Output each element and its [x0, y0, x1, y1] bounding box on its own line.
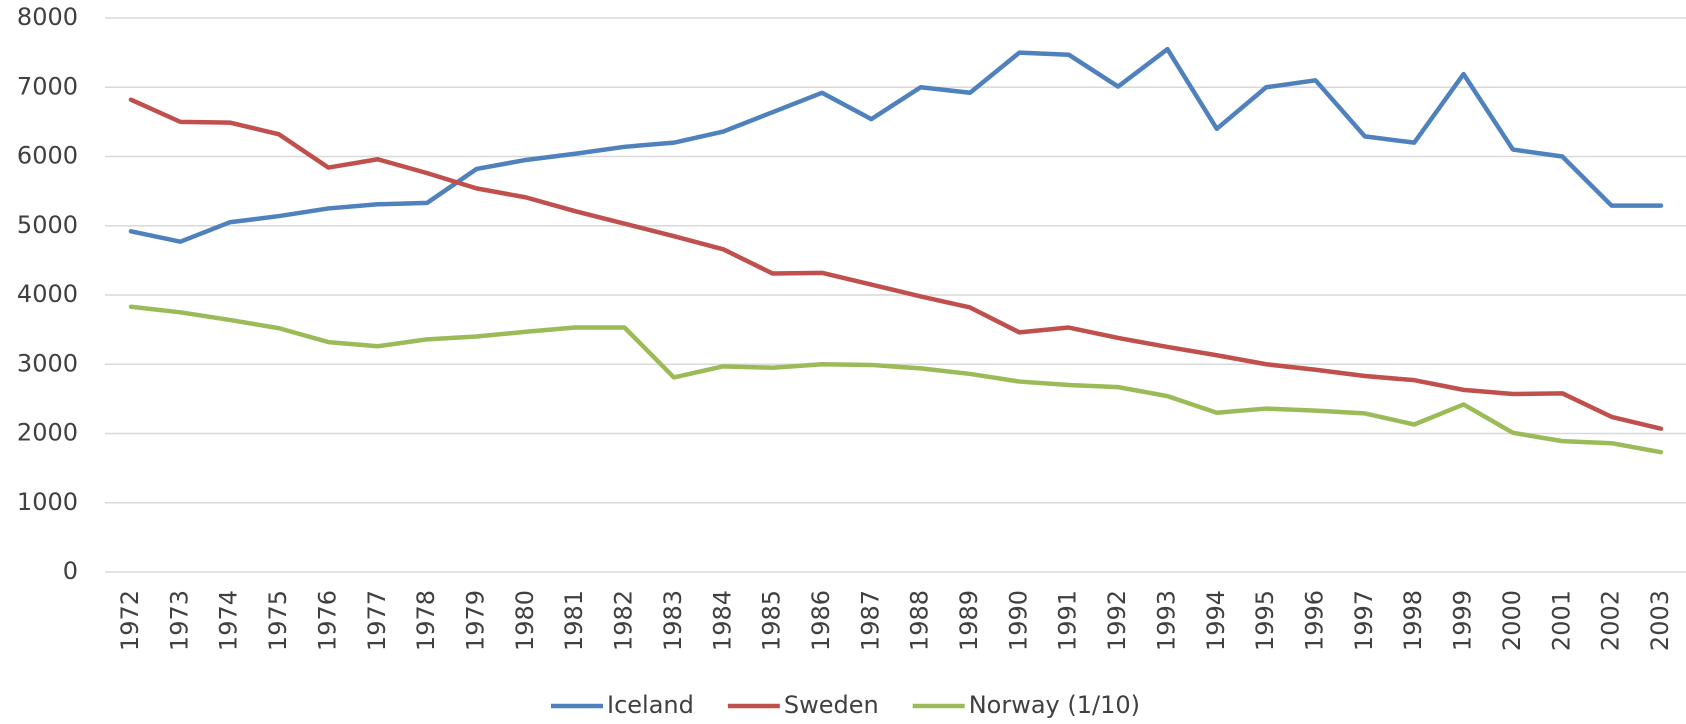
y-tick-label: 8000: [17, 3, 78, 31]
y-tick-label: 5000: [17, 211, 78, 239]
x-tick-label: 2001: [1547, 590, 1575, 651]
x-tick-label: 1998: [1399, 590, 1427, 651]
legend-label: Sweden: [784, 691, 879, 719]
y-tick-label: 3000: [17, 349, 78, 377]
legend-label: Iceland: [607, 691, 694, 719]
y-tick-label: 6000: [17, 142, 78, 170]
x-tick-label: 1987: [856, 590, 884, 651]
x-tick-label: 1973: [165, 590, 193, 651]
x-tick-label: 1978: [412, 590, 440, 651]
x-tick-label: 1980: [511, 590, 539, 651]
legend-label: Norway (1/10): [969, 691, 1140, 719]
x-tick-label: 1977: [363, 590, 391, 651]
x-tick-label: 1996: [1301, 590, 1329, 651]
x-tick-label: 1984: [708, 590, 736, 651]
x-tick-label: 1974: [215, 590, 243, 651]
x-tick-label: 1990: [1004, 590, 1032, 651]
y-tick-label: 1000: [17, 488, 78, 516]
x-tick-label: 1994: [1202, 590, 1230, 651]
x-tick-label: 1981: [560, 590, 588, 651]
x-tick-label: 1993: [1152, 590, 1180, 651]
x-tick-label: 1972: [116, 590, 144, 651]
x-tick-label: 1988: [906, 590, 934, 651]
y-tick-label: 2000: [17, 419, 78, 447]
x-tick-label: 1992: [1103, 590, 1131, 651]
x-tick-label: 1991: [1054, 590, 1082, 651]
y-tick-label: 4000: [17, 280, 78, 308]
x-tick-label: 1985: [758, 590, 786, 651]
series-line: [128, 304, 1664, 455]
series-line: [128, 97, 1664, 431]
x-tick-label: 2003: [1646, 590, 1674, 651]
x-tick-label: 1989: [955, 590, 983, 651]
x-tick-label: 1986: [807, 590, 835, 651]
x-tick-label: 1982: [610, 590, 638, 651]
y-tick-label: 0: [63, 557, 78, 585]
x-tick-label: 2002: [1597, 590, 1625, 651]
x-tick-label: 1995: [1251, 590, 1279, 651]
x-tick-label: 2000: [1498, 590, 1526, 651]
series-line: [128, 46, 1664, 244]
x-tick-label: 1997: [1350, 590, 1378, 651]
x-tick-label: 1975: [264, 590, 292, 651]
x-tick-label: 1979: [461, 590, 489, 651]
y-tick-label: 7000: [17, 72, 78, 100]
x-tick-label: 1999: [1449, 590, 1477, 651]
x-tick-label: 1983: [659, 590, 687, 651]
x-tick-label: 1976: [313, 590, 341, 651]
